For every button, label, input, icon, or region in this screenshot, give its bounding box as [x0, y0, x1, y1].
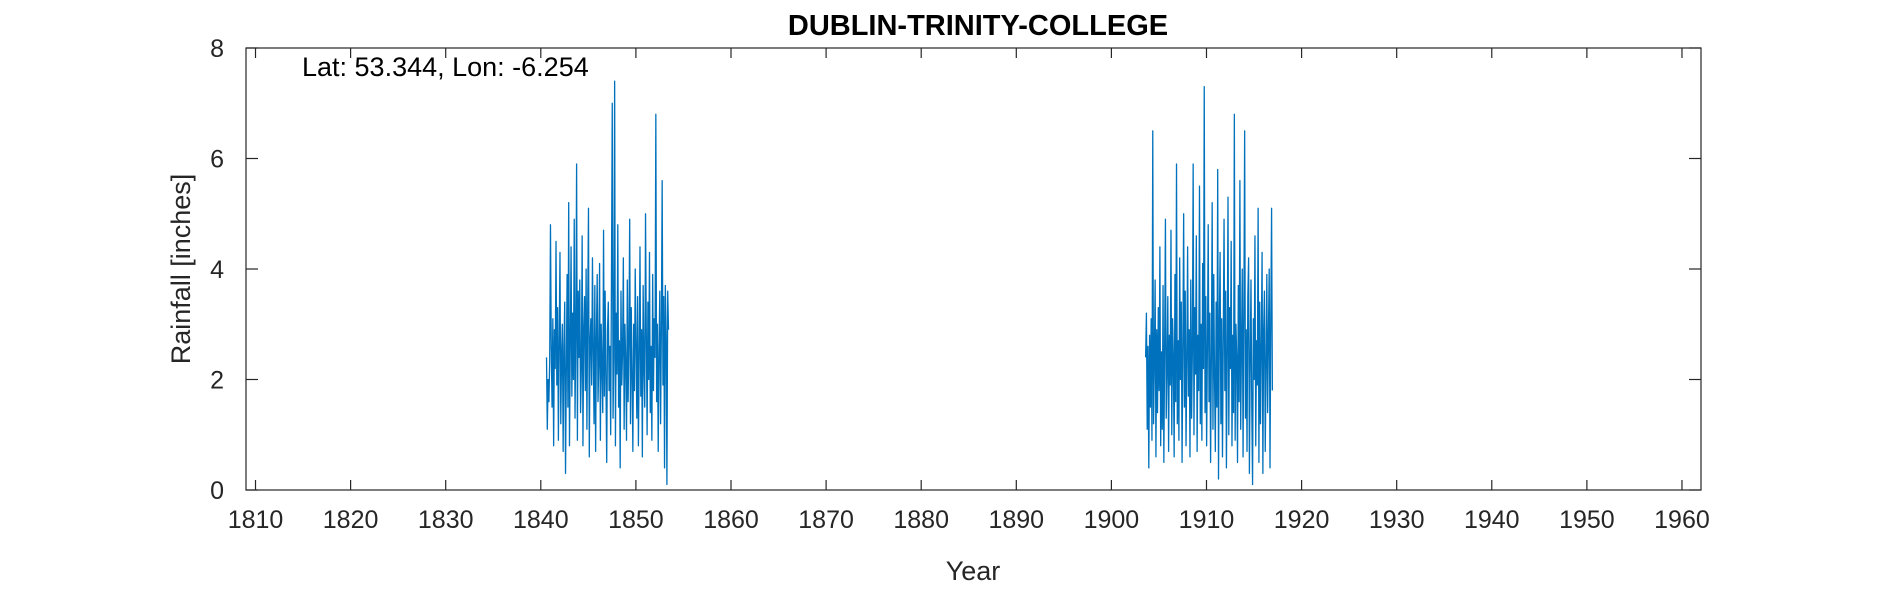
x-tick-label: 1830 [418, 506, 474, 534]
rainfall-series-line [545, 80, 670, 486]
tick-layer [246, 47, 1701, 491]
axes-box [245, 47, 1702, 491]
x-tick-label: 1900 [1084, 506, 1140, 534]
series-layer [545, 80, 1274, 486]
rainfall-series-line [1144, 86, 1274, 486]
x-tick-label: 1810 [228, 506, 284, 534]
y-tick-label: 2 [210, 367, 224, 395]
y-tick-label: 4 [210, 256, 224, 284]
x-tick-label: 1950 [1559, 506, 1615, 534]
x-tick-label: 1840 [513, 506, 569, 534]
location-annotation: Lat: 53.344, Lon: -6.254 [302, 52, 589, 82]
x-axis-label: Year [946, 556, 1001, 586]
y-tick-label: 0 [210, 477, 224, 505]
x-tick-label: 1960 [1654, 506, 1710, 534]
x-tick-label: 1880 [893, 506, 949, 534]
x-tick-label: 1820 [323, 506, 379, 534]
x-tick-label: 1920 [1274, 506, 1330, 534]
x-tick-label: 1870 [798, 506, 854, 534]
x-tick-label: 1940 [1464, 506, 1520, 534]
y-axis-label: Rainfall [inches] [166, 174, 196, 365]
plot-area [245, 47, 1702, 491]
chart-title: DUBLIN-TRINITY-COLLEGE [788, 10, 1168, 42]
x-tick-label: 1890 [988, 506, 1044, 534]
x-tick-label: 1910 [1179, 506, 1235, 534]
x-tick-label: 1850 [608, 506, 664, 534]
x-tick-label: 1860 [703, 506, 759, 534]
x-tick-label: 1930 [1369, 506, 1425, 534]
y-tick-label: 8 [210, 35, 224, 63]
y-tick-label: 6 [210, 146, 224, 174]
